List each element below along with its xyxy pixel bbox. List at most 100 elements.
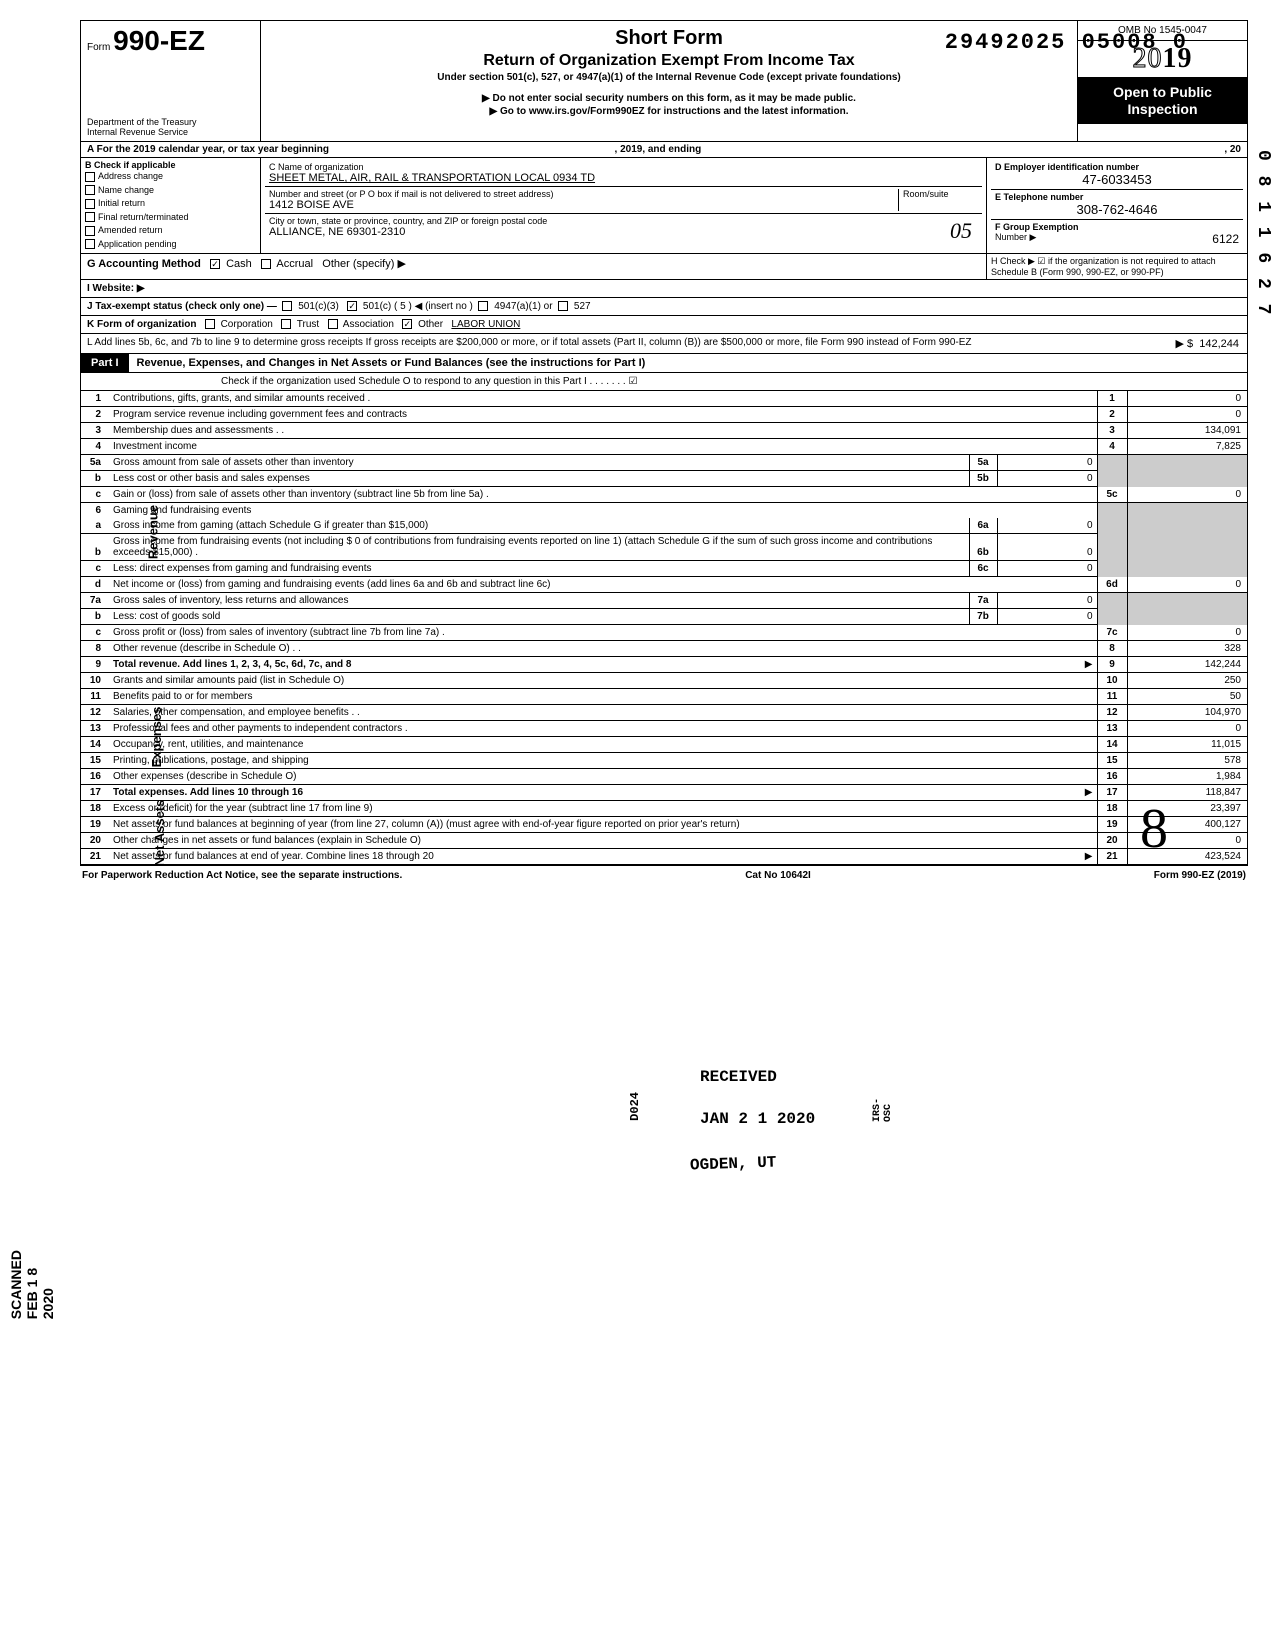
footer-cat: Cat No 10642I (745, 870, 811, 881)
line-a-mid: , 2019, and ending (615, 144, 702, 155)
stamp-date: JAN 2 1 2020 (700, 1110, 815, 1128)
g-cash: Cash (226, 258, 252, 270)
identity-block: B Check if applicable Address change Nam… (81, 158, 1247, 254)
header-left: Form 990-EZ Department of the Treasury I… (81, 21, 261, 141)
line16-amt: 1,984 (1127, 769, 1247, 785)
row-i: I Website: ▶ (81, 280, 1247, 298)
line5b-sub: 0 (997, 471, 1097, 487)
line10-amt: 250 (1127, 673, 1247, 689)
line5a-text: Gross amount from sale of assets other t… (109, 455, 969, 471)
l-value: 142,244 (1199, 338, 1239, 350)
chk-trust[interactable] (281, 319, 291, 329)
revenue-label: Revenue (146, 505, 161, 559)
section-c: C Name of organization SHEET METAL, AIR,… (261, 158, 987, 253)
b-label: B Check if applicable (85, 160, 176, 170)
chk-4947[interactable] (478, 301, 488, 311)
open-public-inspection: Open to Public Inspection (1078, 78, 1247, 124)
org-city: ALLIANCE, NE 69301-2310 (269, 226, 978, 238)
stamp-d024: D024 (628, 1092, 642, 1121)
b-final: Final return/terminated (98, 212, 189, 222)
j-c: 501(c) ( 5 ) ◀ (insert no ) (363, 301, 473, 312)
chk-assoc[interactable] (328, 319, 338, 329)
line7c-text: Gross profit or (loss) from sales of inv… (109, 625, 1097, 641)
chk-initial[interactable] (85, 199, 95, 209)
line4-text: Investment income (109, 439, 1097, 455)
row-l: L Add lines 5b, 6c, and 7b to line 9 to … (81, 334, 1247, 354)
line6-text: Gaming and fundraising events (109, 503, 1097, 519)
line6d-text: Net income or (loss) from gaming and fun… (109, 577, 1097, 593)
line16-text: Other expenses (describe in Schedule O) (109, 769, 1097, 785)
chk-cash[interactable]: ✓ (210, 259, 220, 269)
chk-501c[interactable]: ✓ (347, 301, 357, 311)
group-exemption: 6122 (1212, 232, 1239, 246)
form-footer: For Paperwork Reduction Act Notice, see … (80, 866, 1248, 881)
b-address-change: Address change (98, 171, 163, 181)
b-pending: Application pending (98, 239, 177, 249)
line12-amt: 104,970 (1127, 705, 1247, 721)
chk-pending[interactable] (85, 239, 95, 249)
expenses-label: Expenses (149, 707, 164, 768)
d-label: D Employer identification number (995, 162, 1139, 172)
form-number-big: 990-EZ (113, 25, 205, 56)
chk-527[interactable] (558, 301, 568, 311)
line13-amt: 0 (1127, 721, 1247, 737)
ein-value: 47-6033453 (995, 172, 1239, 187)
j-c3: 501(c)(3) (298, 301, 339, 312)
line7a-sub: 0 (997, 593, 1097, 609)
chk-name[interactable] (85, 185, 95, 195)
j-4947: 4947(a)(1) or (494, 301, 552, 312)
chk-final[interactable] (85, 212, 95, 222)
line15-text: Printing, publications, postage, and shi… (109, 753, 1097, 769)
line-a-text: A For the 2019 calendar year, or tax yea… (87, 144, 329, 155)
scanned-stamp: SCANNED FEB 1 8 2020 (8, 1250, 56, 1319)
line6a-sub: 0 (997, 518, 1097, 534)
chk-501c3[interactable] (282, 301, 292, 311)
footer-left: For Paperwork Reduction Act Notice, see … (82, 870, 402, 881)
net-assets-label: Net Assets (152, 800, 167, 867)
line-a-end: , 20 (1224, 144, 1241, 155)
line6d-amt: 0 (1127, 577, 1247, 593)
line9-arrow: ▶ (1085, 659, 1093, 670)
org-street: 1412 BOISE AVE (269, 199, 898, 211)
line19-text: Net assets or fund balances at beginning… (109, 817, 1097, 833)
c-name-label: C Name of organization (269, 162, 978, 172)
f-num-label: Number ▶ (995, 232, 1036, 242)
line-a-row: A For the 2019 calendar year, or tax yea… (81, 142, 1247, 158)
subtitle-section: Under section 501(c), 527, or 4947(a)(1)… (269, 72, 1069, 83)
line7b-sub: 0 (997, 609, 1097, 625)
line6c-sub: 0 (997, 561, 1097, 577)
line6b-text: Gross income from fundraising events (no… (109, 534, 969, 561)
l-text: L Add lines 5b, 6c, and 7b to line 9 to … (87, 337, 972, 348)
g-accrual: Accrual (276, 258, 313, 270)
row-j: J Tax-exempt status (check only one) — 5… (81, 298, 1247, 316)
line20-text: Other changes in net assets or fund bala… (109, 833, 1097, 849)
side-code-right: 0 8 1 1 6 2 7 (1253, 150, 1273, 316)
line7c-amt: 0 (1127, 625, 1247, 641)
part1-header: Part I Revenue, Expenses, and Changes in… (81, 354, 1247, 373)
part1-label: Part I (81, 354, 129, 372)
e-label: E Telephone number (995, 192, 1083, 202)
chk-other-org[interactable]: ✓ (402, 319, 412, 329)
chk-amended[interactable] (85, 226, 95, 236)
line3-text: Membership dues and assessments . . (109, 423, 1097, 439)
line14-text: Occupancy, rent, utilities, and maintena… (109, 737, 1097, 753)
right-id-block: D Employer identification number 47-6033… (987, 158, 1247, 253)
net-assets-section: Net Assets 18Excess or (deficit) for the… (81, 801, 1247, 865)
schedule-o-check: Check if the organization used Schedule … (221, 376, 637, 387)
line6c-text: Less: direct expenses from gaming and fu… (109, 561, 969, 577)
chk-accrual[interactable] (261, 259, 271, 269)
line3-amt: 134,091 (1127, 423, 1247, 439)
c-room-label: Room/suite (903, 189, 978, 199)
row-g-h: G Accounting Method ✓ Cash Accrual Other… (81, 254, 1247, 280)
line10-text: Grants and similar amounts paid (list in… (109, 673, 1097, 689)
k-trust: Trust (297, 319, 319, 330)
chk-corp[interactable] (205, 319, 215, 329)
line5a-sub: 0 (997, 455, 1097, 471)
l-arrow: ▶ $ (1175, 337, 1193, 350)
line5b-text: Less cost or other basis and sales expen… (109, 471, 969, 487)
part1-check-line: Check if the organization used Schedule … (81, 373, 1247, 391)
room-handwritten: 05 (950, 218, 972, 244)
b-amended: Amended return (98, 225, 163, 235)
dept-treasury: Department of the Treasury (87, 117, 254, 127)
chk-address[interactable] (85, 172, 95, 182)
